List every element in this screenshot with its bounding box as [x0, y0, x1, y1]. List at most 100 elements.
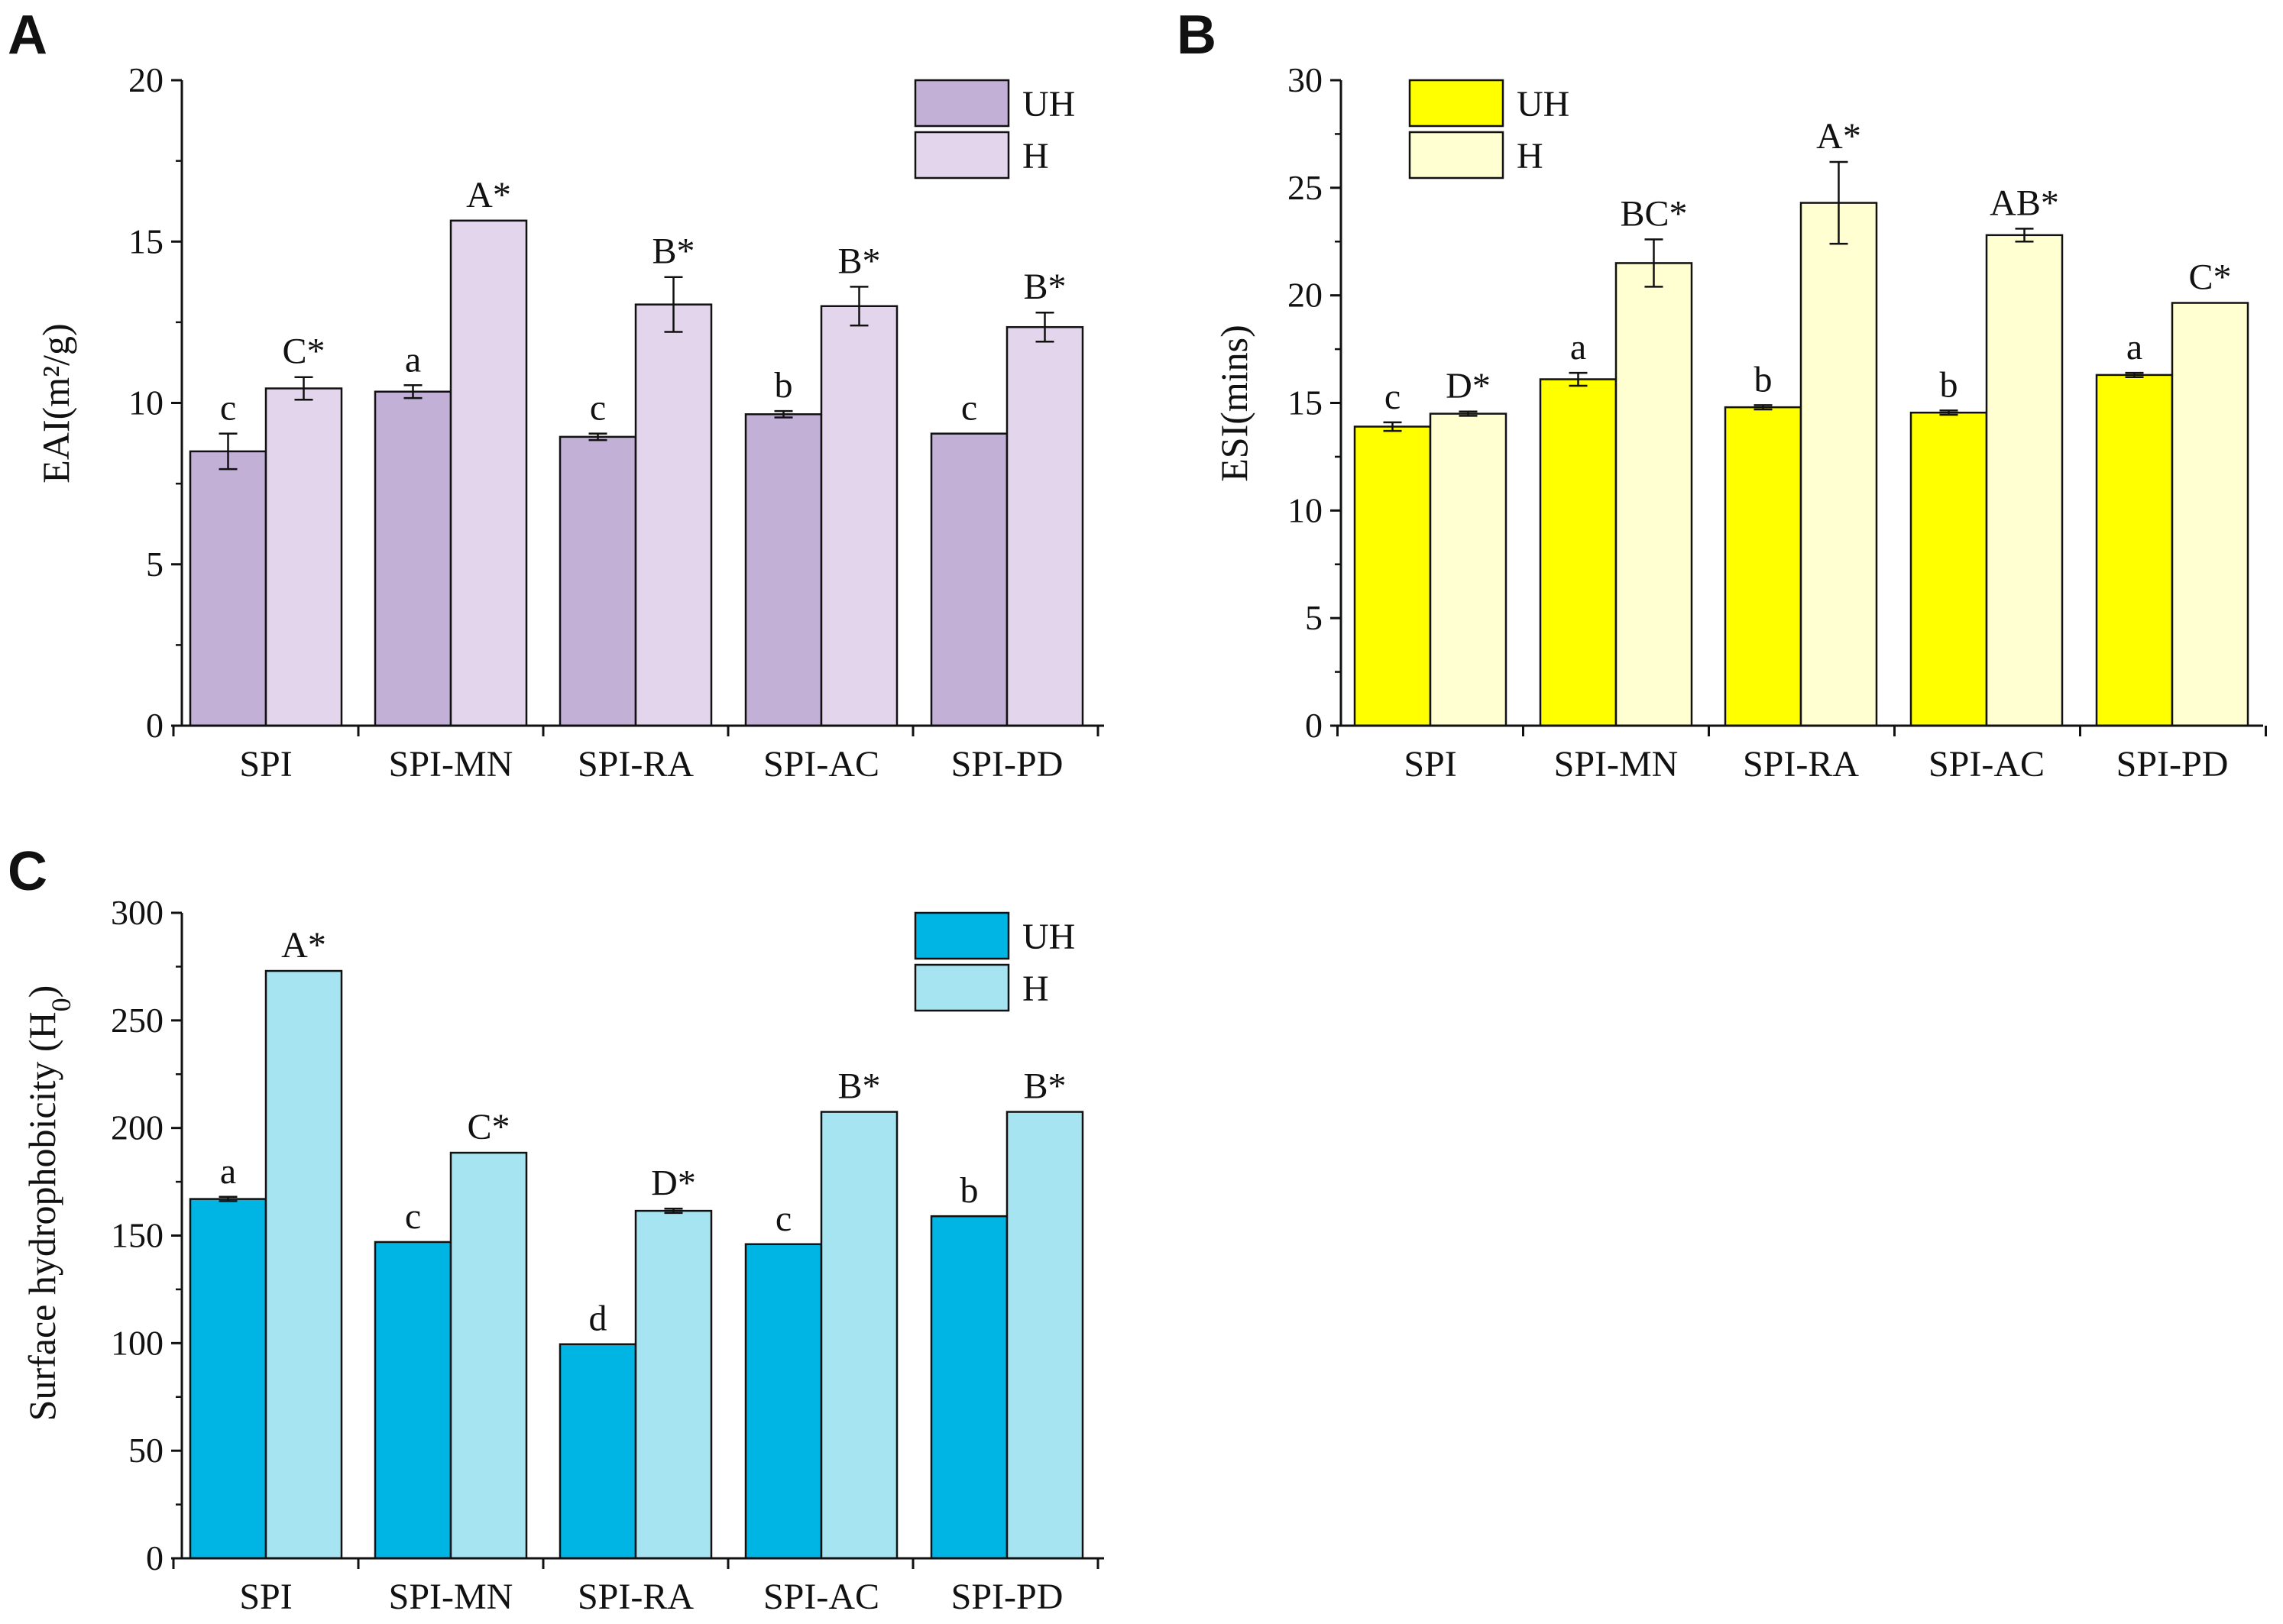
p1-bar-uh-5 [930, 432, 1009, 727]
p2-sig-label-h-4: AB* [1990, 183, 2059, 223]
p2-bar-uh-1 [1353, 425, 1432, 727]
p3-bar-h-4 [820, 1111, 899, 1560]
p1-bar-uh-3 [559, 435, 637, 727]
p3-bar-h-2 [449, 1151, 528, 1560]
p2-y-axis-title: ESI(mins) [1213, 325, 1255, 482]
p3-bar-uh-5 [930, 1215, 1009, 1560]
p1-x-category-spi-ac: SPI-AC [763, 744, 879, 785]
p2-sig-label-h-1: D* [1446, 366, 1491, 406]
p1-bar-uh-4 [744, 413, 823, 727]
p2-y-tick-label-4: 20 [1287, 276, 1323, 315]
p1-sig-label-uh-4: b [775, 365, 793, 406]
p3-y-tick-label-4: 200 [111, 1108, 164, 1147]
p2-sig-label-uh-1: c [1384, 377, 1401, 417]
p3-y-tick-label-5: 250 [111, 1001, 164, 1040]
p3-bar-h-5 [1005, 1111, 1084, 1560]
p1-bar-uh-1 [189, 450, 267, 727]
p2-y-tick-label-5: 25 [1287, 168, 1323, 207]
p3-y-tick-label-1: 50 [128, 1431, 164, 1470]
p1-sig-label-h-5: B* [1023, 267, 1066, 307]
p1-x-category-spi-pd: SPI-PD [951, 744, 1064, 785]
p2-legend-swatch-uh [1408, 79, 1504, 128]
p3-sig-label-h-2: C* [467, 1107, 510, 1147]
p3-sig-label-uh-1: a [220, 1151, 236, 1192]
p1-y-tick-label-0: 0 [146, 706, 164, 745]
p1-bar-h-4 [820, 305, 899, 727]
p2-x-category-spi-ac: SPI-AC [1928, 744, 2045, 785]
p3-sig-label-h-3: D* [651, 1163, 696, 1203]
p2-sig-label-h-2: BC* [1620, 193, 1687, 234]
p3-bar-uh-1 [189, 1198, 267, 1560]
p3-x-category-spi-mn: SPI-MN [389, 1577, 513, 1617]
p1-sig-label-uh-2: a [405, 339, 421, 380]
p1-legend-label-h: H [1022, 136, 1049, 176]
p2-x-category-spi-mn: SPI-MN [1554, 744, 1679, 785]
p2-bar-uh-4 [1909, 411, 1988, 727]
p2-legend-swatch-h [1408, 131, 1504, 180]
p2-y-tick-label-0: 0 [1305, 706, 1323, 745]
p1-x-category-spi: SPI [239, 744, 292, 785]
p1-sig-label-uh-3: c [590, 388, 606, 429]
p2-sig-label-h-5: C* [2188, 257, 2231, 298]
p1-x-category-spi-ra: SPI-RA [578, 744, 694, 785]
p2-bar-uh-2 [1539, 378, 1618, 727]
p1-y-tick-label-3: 15 [128, 222, 164, 260]
p3-sig-label-uh-3: d [589, 1299, 607, 1339]
p3-x-category-spi-ac: SPI-AC [763, 1577, 879, 1617]
p2-bar-uh-3 [1724, 406, 1802, 727]
p2-bar-h-3 [1799, 202, 1878, 727]
p3-y-tick-label-2: 100 [111, 1323, 164, 1362]
p1-y-axis-title: EAI(m²/g) [34, 323, 77, 483]
p1-sig-label-uh-1: c [220, 388, 236, 429]
p2-y-tick-label-6: 30 [1287, 60, 1323, 99]
p2-bar-uh-5 [2095, 374, 2174, 727]
p3-sig-label-uh-4: c [776, 1199, 792, 1239]
p1-sig-label-h-4: B* [837, 241, 880, 281]
p2-bar-h-5 [2171, 302, 2249, 727]
p2-y-tick-label-2: 10 [1287, 490, 1323, 529]
p1-sig-label-h-1: C* [282, 332, 325, 372]
p2-x-category-spi: SPI [1404, 744, 1456, 785]
p1-y-tick-label-4: 20 [128, 60, 164, 99]
p2-legend-label-uh: UH [1517, 84, 1569, 125]
p3-x-category-spi-pd: SPI-PD [951, 1577, 1064, 1617]
panel-letter-c: C [8, 841, 47, 902]
p3-bar-uh-3 [559, 1343, 637, 1560]
p3-sig-label-h-4: B* [837, 1066, 880, 1107]
p2-sig-label-uh-5: a [2126, 327, 2142, 367]
p3-x-category-spi-ra: SPI-RA [578, 1577, 694, 1617]
p3-bar-h-3 [634, 1209, 713, 1560]
p3-legend-label-uh: UH [1022, 917, 1075, 957]
panel-letter-b: B [1177, 5, 1216, 66]
p3-sig-label-h-5: B* [1023, 1066, 1066, 1107]
p3-y-tick-label-0: 0 [146, 1538, 164, 1577]
p1-x-category-spi-mn: SPI-MN [389, 744, 513, 785]
p3-sig-label-uh-5: b [960, 1170, 979, 1211]
p1-y-tick-label-2: 10 [128, 383, 164, 422]
p2-legend-label-h: H [1517, 136, 1543, 176]
p1-bar-uh-2 [374, 390, 452, 727]
p3-legend-label-h: H [1022, 969, 1049, 1009]
p3-bar-h-1 [264, 969, 343, 1560]
p2-bar-h-4 [1985, 234, 2064, 727]
p1-sig-label-h-2: A* [466, 175, 511, 215]
p3-y-tick-label-3: 150 [111, 1216, 164, 1255]
p3-x-category-spi: SPI [239, 1577, 292, 1617]
p1-bar-h-5 [1005, 325, 1084, 727]
p1-legend-label-uh: UH [1022, 84, 1075, 125]
p1-y-tick-label-1: 5 [146, 545, 164, 584]
p2-x-category-spi-ra: SPI-RA [1743, 744, 1859, 785]
p2-bar-h-2 [1614, 262, 1693, 727]
p3-sig-label-h-1: A* [281, 925, 326, 966]
p2-sig-label-uh-2: a [1570, 327, 1586, 367]
p1-sig-label-uh-5: c [961, 388, 977, 429]
p2-bar-h-1 [1429, 412, 1507, 727]
p3-legend-swatch-h [914, 963, 1010, 1012]
p2-x-category-spi-pd: SPI-PD [2116, 744, 2229, 785]
p3-bar-uh-4 [744, 1243, 823, 1560]
p2-sig-label-uh-4: b [1940, 364, 1958, 405]
p3-legend-swatch-uh [914, 911, 1010, 960]
p1-bar-h-2 [449, 219, 528, 727]
p1-legend-swatch-uh [914, 79, 1010, 128]
